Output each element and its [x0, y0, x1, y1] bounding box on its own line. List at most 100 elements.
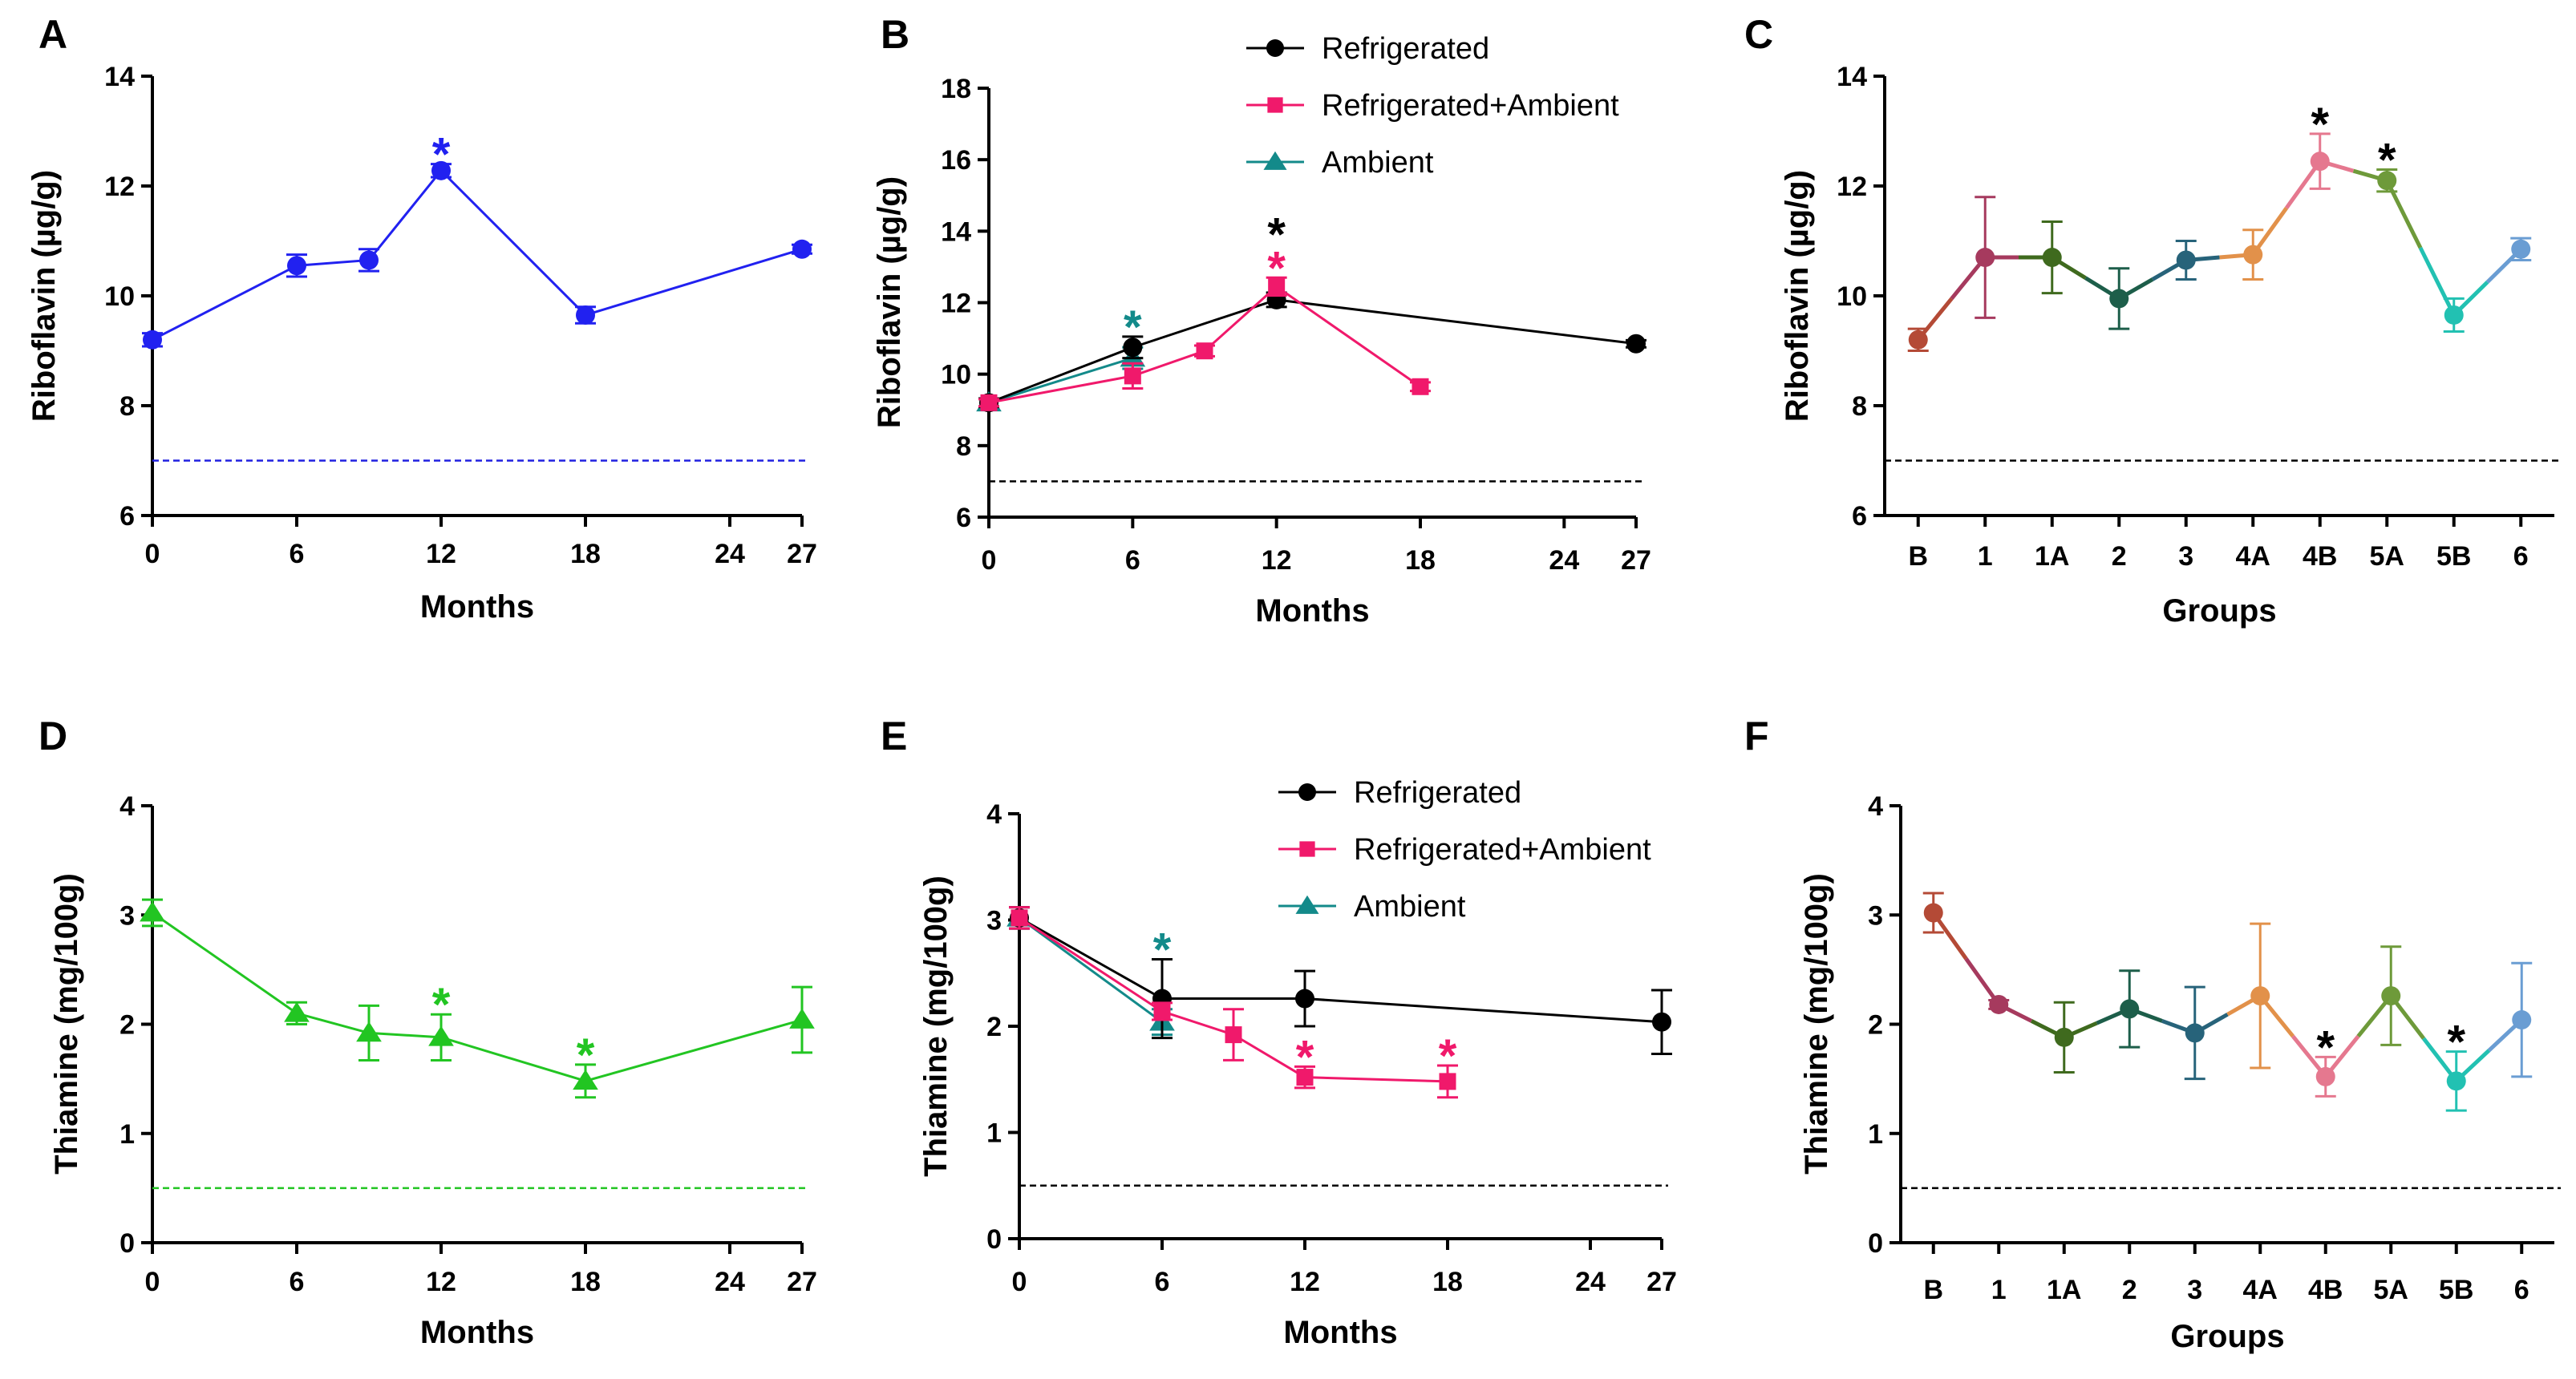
x-tick-label: 24 [715, 1267, 745, 1297]
x-tick-label: 6 [2513, 541, 2529, 572]
y-tick-label: 4 [986, 799, 1002, 830]
data-point [2446, 1071, 2466, 1091]
y-tick-label: 0 [119, 1228, 135, 1259]
y-tick-label: 14 [104, 62, 135, 92]
data-point [2054, 1027, 2074, 1047]
data-point [2512, 1010, 2532, 1030]
legend-marker [1267, 97, 1283, 113]
data-point [287, 256, 306, 276]
panel-letter: F [1744, 714, 1769, 758]
y-tick-label: 12 [104, 172, 135, 202]
x-tick-label: 5B [2439, 1275, 2473, 1305]
data-point [1123, 338, 1143, 358]
legend-marker [1299, 841, 1315, 857]
y-tick-label: 10 [104, 281, 135, 312]
y-tick-label: 3 [986, 906, 1002, 936]
y-tick-label: 2 [986, 1012, 1002, 1042]
data-point [1412, 378, 1429, 395]
x-tick-label: 12 [1290, 1267, 1320, 1297]
data-point [573, 1069, 598, 1090]
x-tick-label: 24 [1575, 1267, 1606, 1297]
series-line [152, 168, 803, 342]
x-axis-title: Months [420, 1315, 534, 1350]
significance-star: * [432, 979, 451, 1031]
data-point [792, 239, 812, 259]
x-tick-label: 12 [426, 539, 456, 569]
data-point [980, 394, 998, 411]
x-axis-title: Groups [2162, 593, 2276, 629]
data-segment [2418, 246, 2456, 317]
y-axis-title: Thiamine (mg/100g) [918, 876, 954, 1177]
y-tick-label: 1 [1868, 1119, 1883, 1150]
x-axis-title: Months [420, 589, 534, 625]
y-tick-label: 1 [986, 1118, 1002, 1149]
legend-marker [1263, 151, 1287, 170]
y-tick-label: 4 [119, 791, 135, 822]
y-tick-label: 6 [119, 501, 135, 532]
y-tick-label: 18 [941, 74, 971, 104]
data-point [428, 1025, 454, 1046]
x-tick-label: 4A [2236, 541, 2270, 572]
data-point [2176, 250, 2196, 270]
y-axis-title: Riboflavin (µg/g) [1780, 170, 1815, 422]
data-point [2381, 986, 2401, 1006]
data-point [1908, 330, 1928, 350]
x-tick-label: 2 [2112, 541, 2127, 572]
significance-star: * [1124, 301, 1142, 354]
series-line [1019, 916, 1663, 1024]
x-tick-label: 27 [787, 539, 817, 569]
data-point [1626, 334, 1646, 354]
data-point [1295, 989, 1314, 1009]
y-tick-label: 16 [941, 145, 971, 176]
y-tick-label: 8 [956, 431, 971, 462]
x-tick-label: 6 [1125, 545, 1140, 576]
data-point [2185, 1023, 2205, 1043]
legend-marker [1266, 39, 1284, 57]
series-line [988, 298, 1637, 404]
x-tick-label: 5A [2370, 541, 2404, 572]
y-tick-label: 2 [1868, 1010, 1883, 1041]
data-point [2310, 152, 2330, 172]
panel-letter: A [38, 12, 67, 57]
data-point [2444, 305, 2464, 325]
data-point [1124, 367, 1141, 385]
data-point [1923, 903, 1943, 923]
x-tick-label: 27 [1621, 545, 1651, 576]
x-tick-label: 27 [1646, 1267, 1677, 1297]
y-tick-label: 6 [956, 503, 971, 533]
x-tick-label: 0 [145, 539, 160, 569]
x-tick-label: 18 [570, 1267, 601, 1297]
data-point [431, 160, 451, 180]
x-tick-label: 24 [715, 539, 745, 569]
y-axis-title: Riboflavin (µg/g) [26, 170, 62, 422]
series-line [1019, 916, 1163, 1023]
data-point [2120, 999, 2140, 1019]
x-tick-label: B [1923, 1275, 1943, 1305]
data-point [2377, 171, 2397, 191]
data-point [359, 250, 379, 270]
data-point [284, 1001, 310, 1022]
significance-star: * [1267, 208, 1286, 261]
data-point [1153, 1002, 1171, 1020]
legend-label: Ambient [1354, 890, 1466, 924]
x-tick-label: 1 [1978, 541, 1993, 572]
data-point [1296, 1069, 1314, 1086]
significance-star: * [2316, 1021, 2335, 1074]
data-point [2315, 1066, 2335, 1086]
y-tick-label: 8 [1852, 391, 1867, 422]
significance-star: * [432, 129, 451, 181]
series-line [152, 912, 803, 1082]
significance-star: * [577, 1029, 595, 1082]
data-point [2109, 289, 2129, 309]
significance-star: * [2447, 1017, 2465, 1069]
significance-star: * [1439, 1030, 1457, 1082]
significance-star: * [2378, 134, 2396, 186]
y-axis-title: Thiamine (mg/100g) [1799, 873, 1834, 1175]
x-axis-title: Months [1283, 1315, 1397, 1350]
x-tick-label: 18 [570, 539, 601, 569]
y-tick-label: 12 [941, 289, 971, 319]
data-point [2042, 248, 2062, 268]
data-point [789, 1008, 815, 1029]
